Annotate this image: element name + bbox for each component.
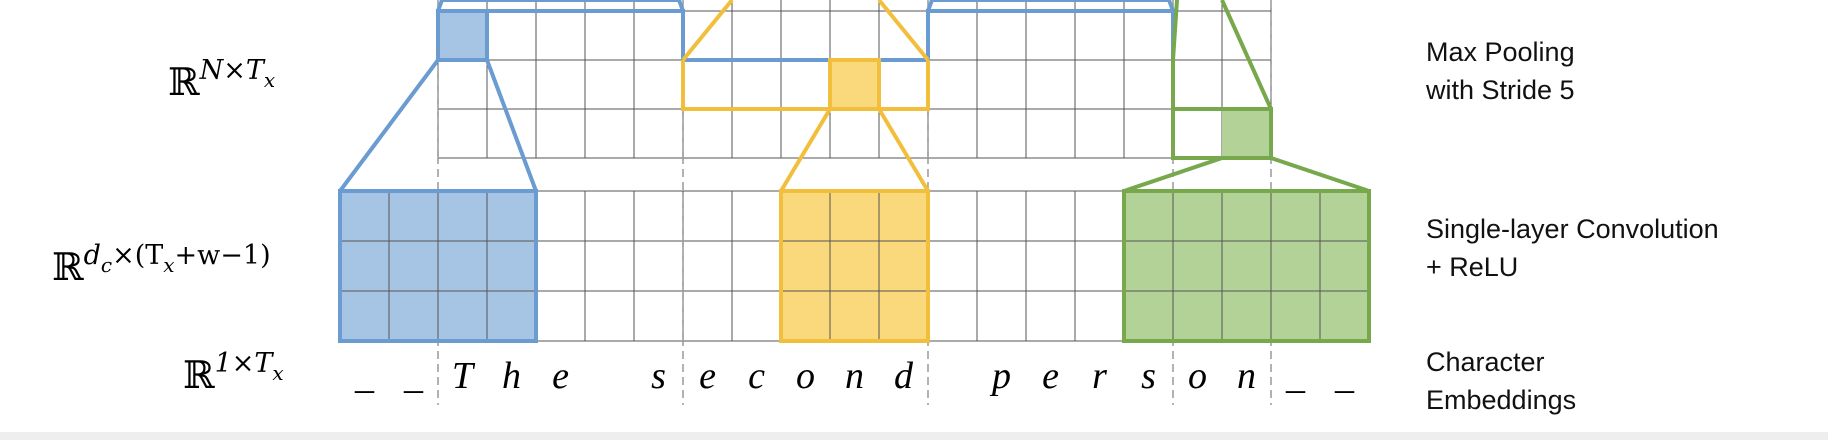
character-9: o	[796, 355, 815, 397]
character-18: n	[1237, 355, 1256, 397]
character-14: e	[1042, 355, 1059, 397]
max-pooling-label: Max Pooling	[1426, 37, 1575, 67]
embeddings-label: Embeddings	[1426, 385, 1576, 415]
character-6: s	[651, 355, 666, 397]
character-label: Character	[1426, 347, 1545, 377]
convolution-label: Single-layer Convolution	[1426, 214, 1719, 244]
blue-next-upper	[926, 0, 1175, 12]
yellow-conv-fill	[781, 191, 928, 341]
yellow-upper-right	[877, 0, 930, 62]
character-4: e	[552, 355, 569, 397]
filter-overlays	[338, 0, 1371, 343]
character-7: e	[699, 355, 716, 397]
yellow-stride-box	[681, 60, 930, 111]
character-2: T	[452, 355, 476, 397]
character-8: c	[748, 355, 765, 397]
blue-stride-bracket	[436, 9, 685, 60]
yellow-upper-left	[681, 0, 734, 62]
green-upper-left	[1171, 0, 1179, 109]
character-0: _	[354, 355, 375, 397]
green-pool-fill	[1222, 109, 1271, 158]
character-17: o	[1188, 355, 1207, 397]
character-1: _	[403, 355, 424, 397]
green-conv-outline	[1122, 189, 1371, 343]
stride-label: with Stride 5	[1425, 75, 1575, 105]
green-conv-fill	[1124, 191, 1369, 341]
relu-label: + ReLU	[1426, 252, 1518, 282]
character-19: _	[1285, 355, 1306, 397]
embedding-dimension-label: ℝ1×Tx	[183, 348, 284, 397]
character-11: d	[894, 355, 914, 397]
character-10: n	[845, 355, 864, 397]
character-13: p	[989, 355, 1011, 397]
green-pool-outline	[1171, 107, 1273, 160]
character-15: r	[1092, 355, 1107, 397]
yellow-conv-outline	[779, 189, 930, 343]
yellow-pool-fill	[830, 60, 879, 109]
blue-conv-outline	[338, 189, 538, 343]
character-3: h	[502, 355, 521, 397]
blue-pool-fill	[438, 11, 487, 60]
character-20: _	[1334, 355, 1355, 397]
green-upper-right	[1220, 0, 1273, 110]
pool-dimension-label: ℝN×Tx	[168, 55, 275, 104]
character-16: s	[1141, 355, 1156, 397]
conv-dimension-label: ℝdc×(Tx+w−1)	[52, 240, 271, 289]
blue-upper-trapezoid	[436, 0, 685, 12]
